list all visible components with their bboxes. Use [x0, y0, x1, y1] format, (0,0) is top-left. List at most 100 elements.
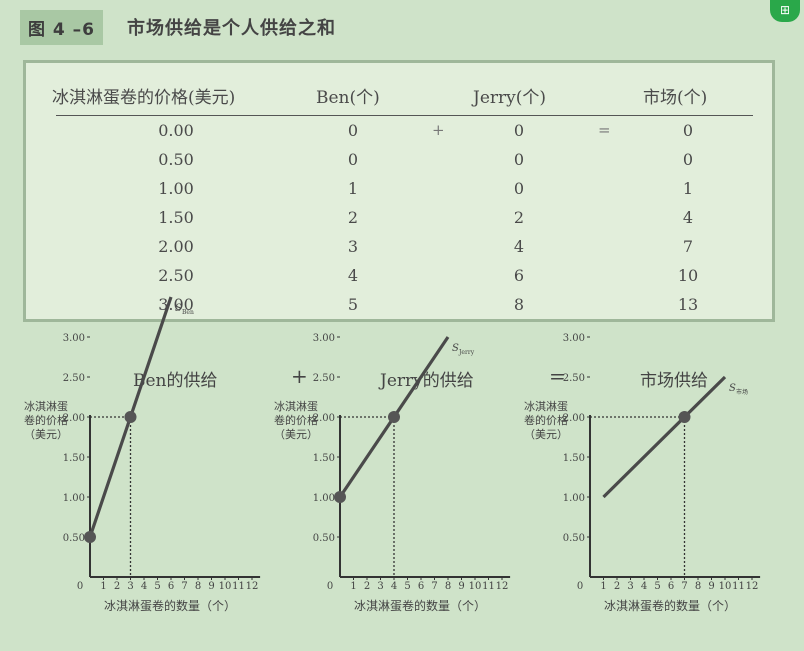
- origin-label: 0: [77, 581, 83, 592]
- table-cell-market: 1: [682, 179, 694, 198]
- curve-label-subscript: Ben: [182, 309, 194, 316]
- x-axis-label: 冰淇淋蛋卷的数量（个）: [354, 598, 486, 613]
- graph-title-jerry: Jerry的供给: [380, 371, 474, 391]
- y-tick-label: 2.00: [63, 413, 85, 424]
- x-tick-label: 11: [482, 581, 495, 592]
- y-tick-label: 1.50: [313, 453, 335, 464]
- y-axis-label: 卷的价格: [274, 413, 318, 427]
- origin-label: 0: [577, 581, 583, 592]
- data-point: [334, 491, 346, 503]
- x-tick-label: 10: [219, 581, 232, 592]
- table-cell-market: 0: [682, 121, 694, 140]
- table-cell-ben: 0: [347, 150, 359, 169]
- x-tick-label: 10: [469, 581, 482, 592]
- table-cell-jerry: 4: [513, 237, 525, 256]
- y-tick-label: 1.50: [63, 453, 85, 464]
- x-tick-label: 4: [641, 581, 647, 592]
- y-tick-label: 3.00: [63, 333, 85, 344]
- table-cell-ben: 2: [347, 208, 359, 227]
- table-cell-price: 0.50: [158, 150, 194, 169]
- table-cell-ben: 3: [347, 237, 359, 256]
- table-cell-price: 1.00: [158, 179, 194, 198]
- x-tick-label: 11: [232, 581, 245, 592]
- graph-title-market: 市场供给: [640, 371, 708, 391]
- x-tick-label: 9: [708, 581, 714, 592]
- x-tick-label: 4: [391, 581, 397, 592]
- y-tick-label: 2.50: [63, 373, 85, 384]
- x-tick-label: 9: [458, 581, 464, 592]
- y-tick-label: 2.00: [313, 413, 335, 424]
- x-tick-label: 1: [350, 581, 356, 592]
- y-axis-label: 冰淇淋蛋: [274, 400, 318, 413]
- table-cell-price: 1.50: [158, 208, 194, 227]
- graph-equals: =: [549, 364, 566, 388]
- y-axis-label: （美元）: [274, 428, 318, 441]
- x-tick-label: 12: [246, 581, 259, 592]
- y-axis-label: 卷的价格: [24, 413, 68, 427]
- curve-label: S: [452, 343, 459, 354]
- table-cell-ben: 1: [347, 179, 359, 198]
- y-tick-label: 0.50: [563, 533, 585, 544]
- curve-label: S: [729, 383, 736, 394]
- y-tick-label: 3.00: [563, 333, 585, 344]
- x-axis-label: 冰淇淋蛋卷的数量（个）: [604, 598, 736, 613]
- supply-table: 冰淇淋蛋卷的价格(美元) Ben(个) Jerry(个) 市场(个) 0.00 0…: [23, 60, 775, 322]
- curve-label-subscript: 市场: [736, 388, 748, 396]
- graph-title-ben: Ben的供给: [133, 371, 218, 391]
- figure-header: 图 4 –6 市场供给是个人供给之和: [20, 9, 336, 45]
- table-cell-market: 10: [677, 266, 699, 285]
- data-point: [124, 411, 137, 423]
- x-tick-label: 7: [681, 581, 687, 592]
- y-tick-label: 2.50: [313, 373, 335, 384]
- x-tick-label: 3: [377, 581, 383, 592]
- x-tick-label: 2: [114, 581, 120, 592]
- y-tick-label: 1.00: [63, 493, 85, 504]
- x-tick-label: 5: [404, 581, 410, 592]
- x-tick-label: 6: [668, 581, 674, 592]
- y-tick-label: 2.00: [563, 413, 585, 424]
- table-cell-price: 0.00: [158, 121, 194, 140]
- y-axis-label: （美元）: [24, 428, 68, 441]
- col-header-ben: Ben(个): [316, 88, 380, 108]
- x-tick-label: 1: [100, 581, 106, 592]
- y-axis-label: （美元）: [524, 428, 568, 441]
- table-cell-jerry: 6: [513, 266, 525, 285]
- table-cell-ben: 4: [347, 266, 359, 285]
- table-cell-jerry: 0: [513, 121, 525, 140]
- y-axis-label: 冰淇淋蛋: [524, 400, 568, 413]
- x-tick-label: 2: [614, 581, 620, 592]
- x-tick-label: 9: [208, 581, 214, 592]
- x-tick-label: 11: [732, 581, 745, 592]
- x-tick-label: 8: [445, 581, 451, 592]
- col-header-market: 市场(个): [643, 88, 708, 108]
- y-axis-label: 卷的价格: [524, 413, 568, 427]
- table-cell-ben: 5: [347, 295, 359, 314]
- header-rule: [56, 115, 753, 116]
- x-tick-label: 5: [654, 581, 660, 592]
- x-tick-label: 8: [695, 581, 701, 592]
- col-header-jerry: Jerry(个): [473, 88, 546, 108]
- x-tick-label: 2: [364, 581, 370, 592]
- corner-badge-icon[interactable]: ⊞: [770, 0, 800, 22]
- x-tick-label: 7: [181, 581, 187, 592]
- equals-operator: =: [598, 121, 611, 139]
- x-tick-label: 6: [168, 581, 174, 592]
- data-point: [84, 531, 96, 543]
- table-cell-market: 13: [677, 295, 699, 314]
- y-tick-label: 2.50: [563, 373, 585, 384]
- x-tick-label: 6: [418, 581, 424, 592]
- origin-label: 0: [327, 581, 333, 592]
- y-tick-label: 1.00: [563, 493, 585, 504]
- supply-curve: [602, 375, 727, 499]
- x-tick-label: 5: [154, 581, 160, 592]
- table-cell-ben: 0: [347, 121, 359, 140]
- figure-title: 市场供给是个人供给之和: [127, 18, 336, 39]
- table-cell-price: 2.00: [158, 237, 194, 256]
- x-tick-label: 12: [746, 581, 759, 592]
- col-header-price: 冰淇淋蛋卷的价格(美元): [52, 88, 236, 108]
- data-point: [388, 411, 400, 423]
- figure-number: 图 4 –6: [20, 9, 103, 45]
- y-tick-label: 0.50: [313, 533, 335, 544]
- graph-plus: +: [291, 364, 308, 388]
